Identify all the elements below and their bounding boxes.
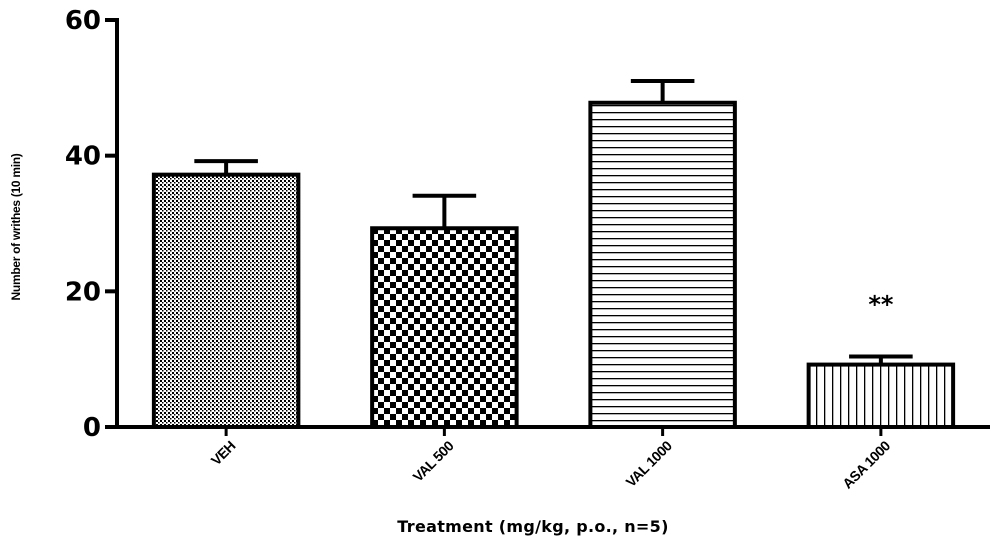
significance-annotation: ** (868, 290, 894, 318)
x-tick-label: VAL 1000 (623, 437, 676, 490)
bar (806, 362, 956, 429)
y-tick-label: 20 (65, 277, 101, 307)
y-axis-title: Number of writhes (10 min) (9, 153, 23, 300)
bars-layer (151, 79, 956, 430)
x-tick-label: ASA 1000 (839, 437, 893, 491)
x-axis-title: Treatment (mg/kg, p.o., n=5) (397, 517, 668, 536)
y-tick-label: 40 (65, 142, 101, 172)
y-tick-label: 0 (83, 413, 101, 443)
axes-layer (105, 18, 990, 436)
y-tick-label: 60 (65, 6, 101, 36)
bar (370, 226, 519, 429)
x-tick-label: VAL 500 (409, 437, 456, 484)
bar (588, 100, 737, 430)
bar (151, 172, 301, 429)
x-tick-label: VEH (208, 438, 239, 469)
